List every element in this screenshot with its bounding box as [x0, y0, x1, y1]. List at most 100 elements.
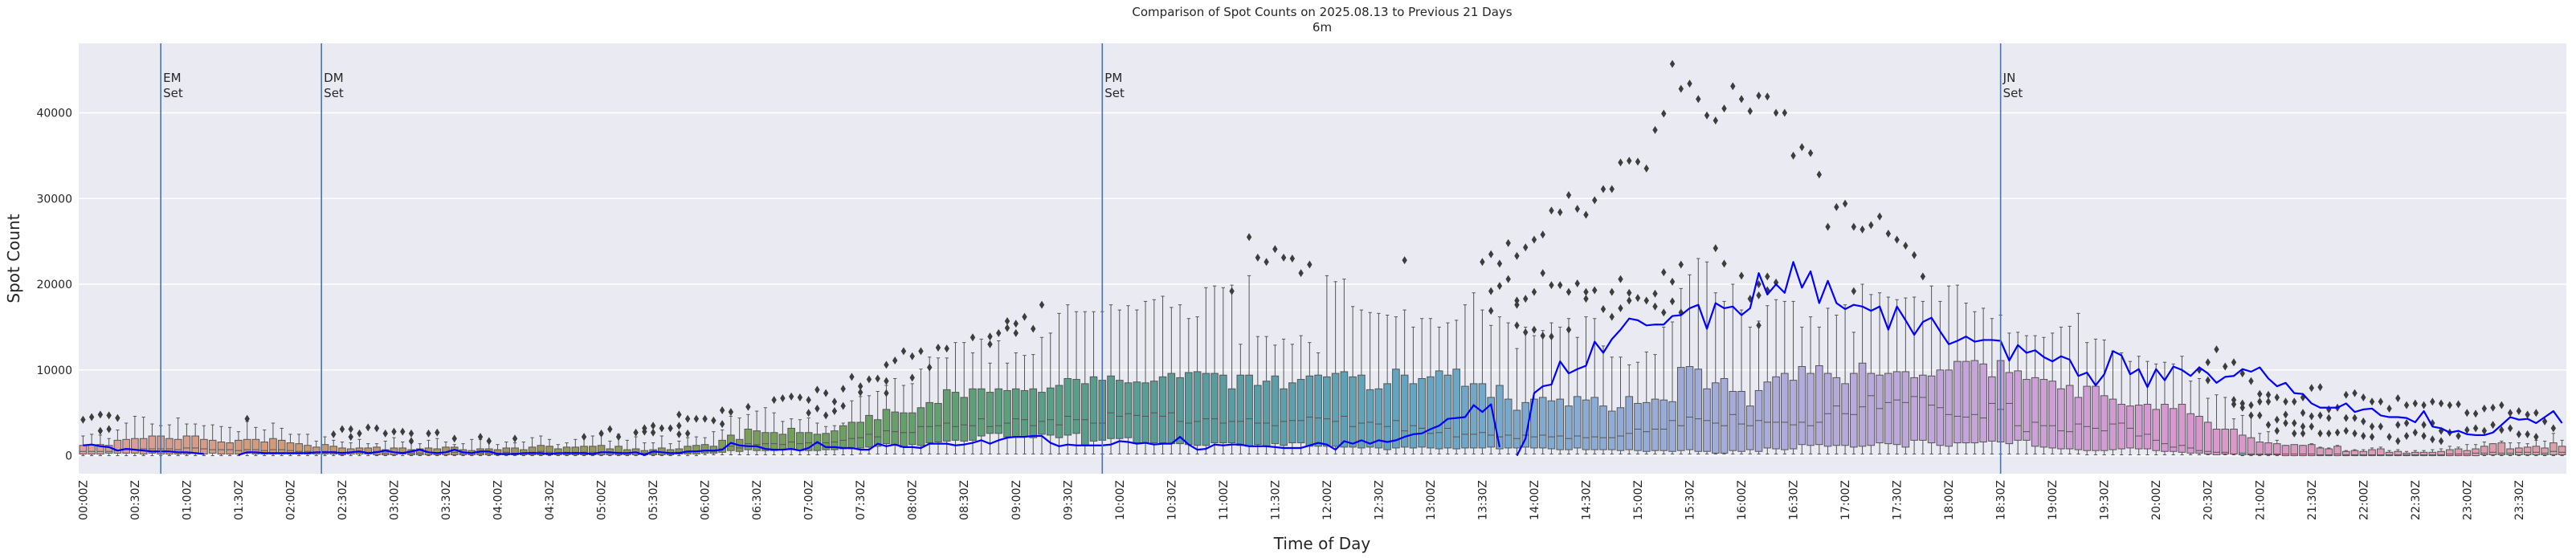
box: [1323, 275, 1331, 454]
box-iqr: [1815, 365, 1823, 446]
outlier-point: [1514, 251, 1520, 260]
outlier-point: [2430, 435, 2435, 444]
box: [2134, 356, 2143, 456]
x-tick-label: 09:30Z: [1062, 480, 1075, 520]
outlier-point: [2386, 404, 2392, 413]
outlier-point: [1876, 212, 1883, 221]
outlier-point: [884, 377, 889, 385]
x-tick-label: 01:30Z: [233, 480, 246, 520]
box: [1936, 300, 1945, 454]
event-line-label-line: EM: [163, 71, 181, 85]
box-iqr: [1530, 398, 1538, 449]
box-iqr: [1789, 380, 1798, 450]
outlier-point: [831, 407, 838, 416]
box-iqr: [1867, 373, 1876, 446]
outlier-point: [2326, 413, 2332, 422]
outlier-point: [1013, 328, 1019, 337]
outlier-point: [1661, 268, 1667, 277]
box-iqr: [1080, 383, 1089, 446]
box-iqr: [2134, 405, 2143, 450]
outlier-point: [598, 429, 604, 438]
box: [2117, 352, 2125, 456]
outlier-point: [823, 411, 829, 420]
outlier-point: [2421, 421, 2427, 430]
box: [2065, 325, 2074, 454]
outlier-point: [1583, 295, 1589, 303]
outlier-point: [2239, 369, 2245, 378]
outlier-point: [2378, 422, 2384, 431]
box-iqr: [2549, 442, 2558, 456]
box: [1374, 312, 1383, 454]
box: [1832, 314, 1841, 454]
box-iqr: [2376, 448, 2385, 457]
outlier-point: [1678, 260, 1684, 269]
outlier-point: [339, 425, 345, 434]
outlier-point: [2525, 410, 2530, 419]
box: [269, 422, 277, 457]
outlier-point: [2395, 421, 2401, 430]
box: [1867, 294, 1876, 454]
outlier-point: [2309, 384, 2314, 393]
box-iqr: [1392, 369, 1400, 449]
outlier-point: [918, 347, 924, 356]
outlier-point: [2533, 409, 2539, 417]
outlier-point: [348, 433, 353, 442]
box-iqr: [2117, 404, 2125, 450]
box-iqr: [882, 409, 891, 445]
outlier-point: [1574, 279, 1580, 287]
outlier-point: [1834, 202, 1839, 211]
box-iqr: [614, 446, 623, 456]
box-iqr: [2385, 451, 2394, 457]
boxes-layer: [79, 258, 2566, 457]
box: [2549, 433, 2558, 457]
outlier-point: [2472, 424, 2479, 433]
box: [1582, 316, 1590, 454]
outlier-point: [650, 428, 656, 437]
box-iqr: [700, 444, 709, 454]
outlier-point: [1255, 253, 1261, 262]
outlier-point: [1514, 321, 1520, 330]
box-iqr: [1427, 376, 1435, 449]
box: [1331, 281, 1340, 454]
x-tick-label: 08:30Z: [958, 480, 971, 520]
box-iqr: [1340, 371, 1349, 448]
box-iqr: [88, 444, 96, 454]
box-iqr: [2359, 450, 2368, 457]
outlier-point: [1583, 287, 1589, 296]
x-tick-label: 20:00Z: [2150, 480, 2163, 520]
outlier-point: [814, 404, 820, 413]
box: [1754, 320, 1763, 454]
outlier-point: [2300, 393, 2306, 401]
box-iqr: [2558, 446, 2566, 456]
outlier-point: [1678, 308, 1684, 317]
box-iqr: [778, 434, 787, 450]
outlier-point: [357, 429, 362, 438]
x-tick-label: 06:30Z: [751, 480, 764, 520]
outlier-point: [642, 427, 647, 436]
box: [753, 410, 761, 456]
box: [1685, 274, 1694, 454]
box-iqr: [1659, 399, 1668, 451]
outlier-point: [771, 396, 777, 405]
box-iqr: [2532, 446, 2541, 456]
x-tick-label: 13:30Z: [1476, 480, 1489, 520]
box: [1703, 261, 1711, 454]
outlier-point: [2438, 399, 2444, 408]
outlier-point: [1721, 104, 1727, 113]
box: [174, 417, 182, 457]
y-tick-label: 20000: [36, 279, 72, 291]
outlier-point: [2490, 403, 2496, 412]
outlier-point: [2472, 409, 2479, 418]
outlier-point: [1721, 259, 1727, 268]
box-iqr: [900, 412, 908, 448]
outlier-point: [2239, 403, 2245, 412]
box-iqr: [908, 412, 917, 446]
box: [1988, 318, 1996, 454]
box-iqr: [873, 419, 882, 447]
box-iqr: [2488, 443, 2497, 456]
outlier-point: [1782, 108, 1788, 117]
outlier-point: [1557, 281, 1563, 290]
x-tick-label: 21:30Z: [2306, 480, 2319, 520]
outlier-point: [1669, 59, 1676, 68]
box: [2497, 440, 2506, 457]
